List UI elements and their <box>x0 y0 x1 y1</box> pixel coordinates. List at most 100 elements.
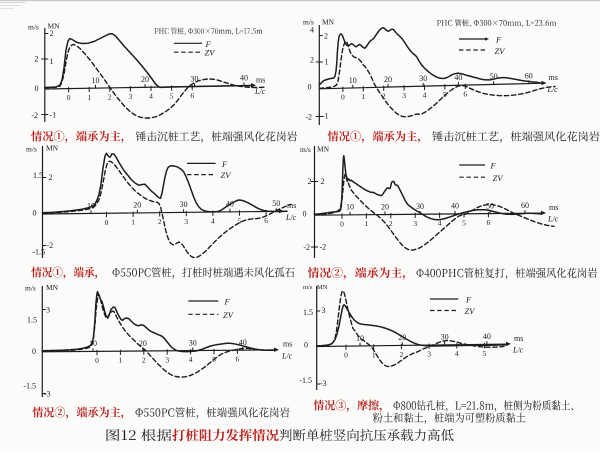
svg-text:30: 30 <box>419 74 427 83</box>
svg-text:ZV: ZV <box>465 306 477 316</box>
svg-text:1: 1 <box>361 92 365 101</box>
svg-text:MN: MN <box>46 144 59 153</box>
svg-text:ms: ms <box>549 73 558 82</box>
svg-text:4: 4 <box>211 217 215 226</box>
svg-text:L/c: L/c <box>254 87 266 96</box>
svg-text:3: 3 <box>46 306 50 315</box>
svg-text:-3: -3 <box>320 379 327 388</box>
svg-text:20: 20 <box>398 333 406 342</box>
svg-text:-2: -2 <box>320 243 327 252</box>
svg-text:ZV: ZV <box>223 310 235 320</box>
svg-text:ms: ms <box>287 201 296 210</box>
svg-text:2: 2 <box>142 356 146 365</box>
svg-text:L/c: L/c <box>281 352 293 361</box>
svg-text:30: 30 <box>416 202 424 211</box>
svg-text:F: F <box>221 159 228 169</box>
svg-text:2: 2 <box>35 55 39 64</box>
svg-text:4: 4 <box>149 92 153 101</box>
svg-text:20: 20 <box>141 75 149 84</box>
svg-text:50: 50 <box>486 201 494 210</box>
svg-text:ZV: ZV <box>495 46 507 56</box>
svg-text:1: 1 <box>325 58 329 67</box>
svg-text:L/c: L/c <box>285 213 297 222</box>
svg-text:10: 10 <box>92 76 100 85</box>
svg-text:3: 3 <box>413 219 417 228</box>
svg-text:40: 40 <box>451 202 459 211</box>
svg-text:ms: ms <box>514 334 523 343</box>
svg-text:ZV: ZV <box>221 170 233 180</box>
svg-text:F: F <box>495 35 502 45</box>
svg-text:-1: -1 <box>50 111 57 120</box>
svg-text:5: 5 <box>462 218 466 227</box>
svg-text:3: 3 <box>402 91 406 100</box>
svg-text:2: 2 <box>310 56 314 65</box>
svg-text:0: 0 <box>304 341 308 350</box>
svg-text:L/c: L/c <box>512 346 524 355</box>
svg-text:4: 4 <box>310 26 314 35</box>
svg-text:F: F <box>465 294 472 304</box>
svg-text:10: 10 <box>89 339 97 348</box>
svg-text:1: 1 <box>119 356 123 365</box>
svg-text:2: 2 <box>108 92 112 101</box>
svg-text:MN: MN <box>46 283 59 292</box>
svg-text:F: F <box>205 39 212 49</box>
svg-text:30: 30 <box>180 200 188 209</box>
svg-text:2: 2 <box>321 177 325 186</box>
svg-text:ZV: ZV <box>205 47 217 57</box>
svg-text:L/c: L/c <box>547 85 559 94</box>
svg-text:10: 10 <box>356 334 364 343</box>
svg-text:2: 2 <box>382 92 386 101</box>
svg-text:MN: MN <box>317 145 330 154</box>
svg-text:F: F <box>490 161 497 171</box>
svg-text:0: 0 <box>308 83 312 92</box>
svg-text:3: 3 <box>427 350 431 359</box>
svg-text:1.5: 1.5 <box>303 308 313 317</box>
svg-text:ms: ms <box>256 75 265 84</box>
svg-text:0: 0 <box>341 93 345 102</box>
svg-text:0: 0 <box>303 210 307 219</box>
svg-text:6: 6 <box>264 216 268 225</box>
svg-text:1.5: 1.5 <box>27 316 37 325</box>
svg-text:30: 30 <box>441 333 449 342</box>
svg-text:-1.5: -1.5 <box>299 376 312 385</box>
svg-text:-2: -2 <box>47 241 54 250</box>
svg-text:50: 50 <box>490 72 498 81</box>
svg-text:4: 4 <box>438 219 442 228</box>
svg-text:0: 0 <box>344 351 348 360</box>
svg-text:3: 3 <box>322 306 326 315</box>
svg-text:1: 1 <box>365 219 369 228</box>
svg-text:40: 40 <box>239 338 247 347</box>
svg-text:0: 0 <box>105 218 109 227</box>
svg-text:2: 2 <box>50 29 54 38</box>
svg-text:0: 0 <box>35 84 39 93</box>
svg-text:ms: ms <box>549 203 558 212</box>
svg-text:3: 3 <box>165 355 169 364</box>
svg-text:2: 2 <box>308 177 312 186</box>
svg-text:4: 4 <box>189 355 193 364</box>
svg-text:-2: -2 <box>31 111 38 120</box>
svg-text:20: 20 <box>381 202 389 211</box>
svg-text:m/s: m/s <box>28 23 39 32</box>
svg-text:50: 50 <box>272 199 280 208</box>
svg-text:0: 0 <box>95 356 99 365</box>
svg-text:20: 20 <box>133 201 141 210</box>
svg-text:m/s: m/s <box>25 284 36 293</box>
svg-text:m/s: m/s <box>303 18 314 27</box>
svg-text:1: 1 <box>87 93 91 102</box>
svg-text:1.5: 1.5 <box>33 171 43 180</box>
svg-text:-2: -2 <box>305 113 312 122</box>
svg-text:m/s: m/s <box>26 145 37 154</box>
svg-text:60: 60 <box>521 201 529 210</box>
svg-text:20: 20 <box>384 75 392 84</box>
svg-text:20: 20 <box>139 339 147 348</box>
svg-text:MN: MN <box>48 22 61 31</box>
svg-text:ms: ms <box>283 340 292 349</box>
svg-text:0: 0 <box>32 347 36 356</box>
svg-text:30: 30 <box>191 74 199 83</box>
svg-text:10: 10 <box>349 76 357 85</box>
svg-text:MN: MN <box>317 284 328 291</box>
svg-text:5: 5 <box>238 216 242 225</box>
svg-text:2: 2 <box>49 173 53 182</box>
svg-text:3: 3 <box>184 217 188 226</box>
svg-text:6: 6 <box>463 90 467 99</box>
